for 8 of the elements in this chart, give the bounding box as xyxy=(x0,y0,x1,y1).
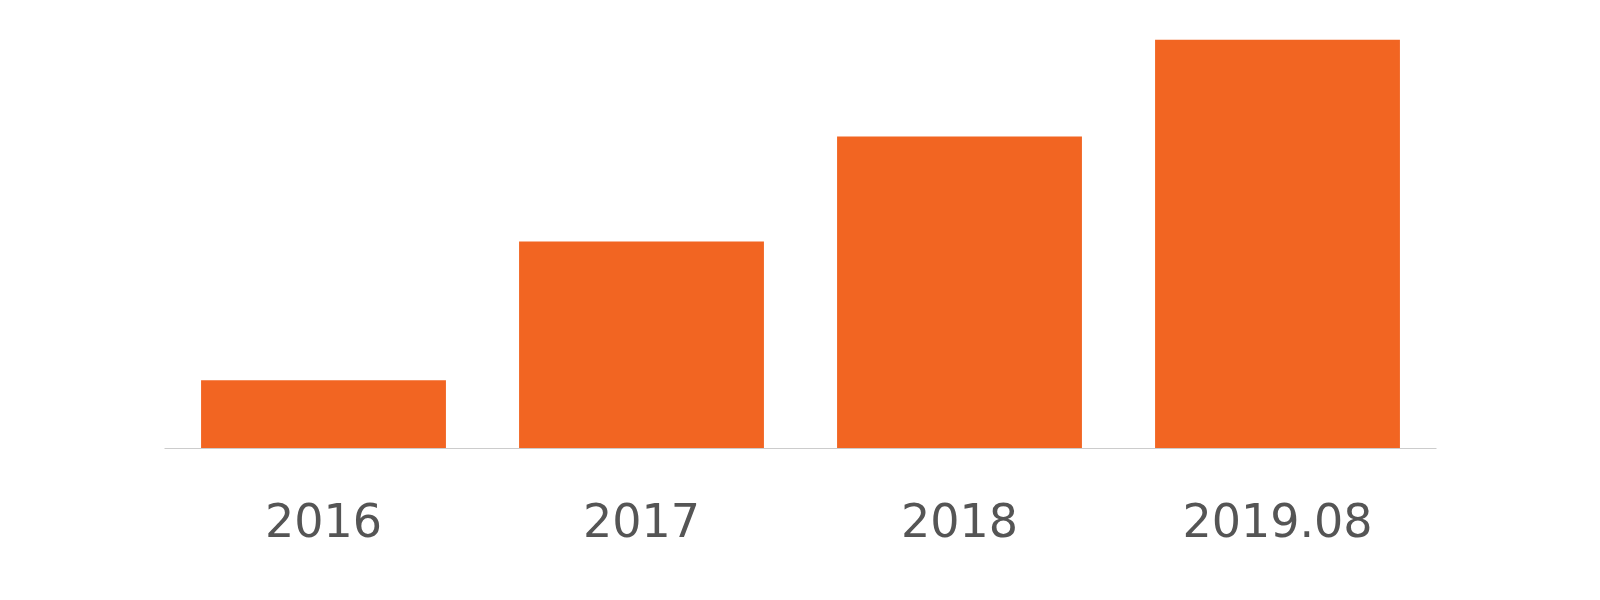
bar xyxy=(837,136,1082,449)
bar xyxy=(519,241,764,449)
x-tick-label: 2017 xyxy=(582,493,701,548)
x-tick-label: 2016 xyxy=(264,493,383,548)
bar xyxy=(201,380,446,449)
x-tick-label: 2018 xyxy=(900,493,1019,548)
bar xyxy=(1155,39,1400,449)
x-tick-label: 2019.08 xyxy=(1182,493,1373,548)
